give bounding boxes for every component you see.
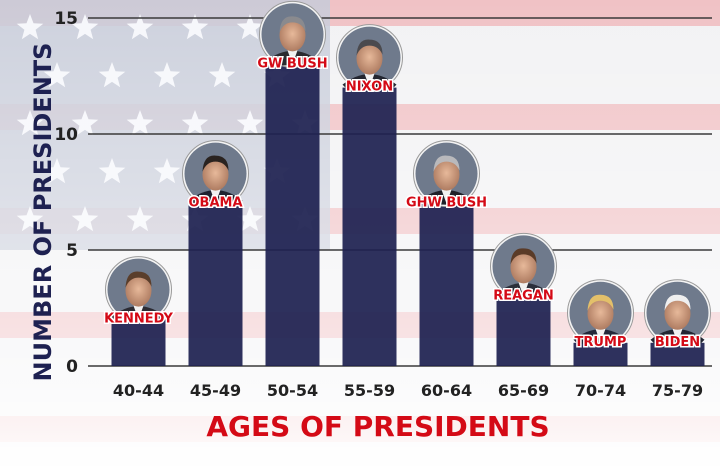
bar-50-54 (265, 64, 320, 367)
portrait-photo (105, 256, 172, 324)
x-tick-label: 45-49 (190, 381, 241, 400)
president-label: GHW BUSH (406, 196, 487, 211)
bar-65-69 (496, 296, 551, 366)
portrait-photo (567, 279, 634, 347)
bar-70-74 (573, 342, 628, 366)
x-tick-label: 70-74 (575, 381, 626, 400)
portrait-photo (259, 0, 326, 68)
portrait-photo (644, 279, 711, 347)
bar-45-49 (188, 203, 243, 366)
president-label: TRUMP (575, 335, 627, 350)
y-tick-label: 5 (66, 241, 78, 261)
x-tick-labels: 40-44 45-49 50-54 55-59 60-64 65-69 70-74 75-79 (113, 381, 703, 400)
y-tick-label: 10 (54, 125, 78, 145)
x-axis-title: AGES OF PRESIDENTS (206, 410, 549, 443)
portrait-photo (413, 140, 480, 208)
bar-40-44 (111, 319, 166, 366)
portrait-photo (182, 140, 249, 208)
bars (111, 64, 705, 367)
president-labels: KENNEDY OBAMA GW BUSH NIXON GHW BUSH REAGAN TR… (103, 55, 702, 351)
x-tick-label: 60-64 (421, 381, 472, 400)
president-label: GW BUSH (257, 56, 327, 71)
president-label: NIXON (346, 80, 393, 95)
bar-60-64 (419, 203, 474, 366)
president-label: OBAMA (188, 196, 242, 211)
bar-55-59 (342, 87, 397, 366)
portrait-photo (490, 232, 557, 300)
x-tick-label: 55-59 (344, 381, 395, 400)
bar-75-79 (650, 342, 705, 366)
portraits (105, 0, 711, 347)
x-tick-label: 65-69 (498, 381, 549, 400)
x-tick-label: 50-54 (267, 381, 318, 400)
president-label: KENNEDY (104, 312, 173, 327)
president-label: BIDEN (655, 335, 700, 350)
y-axis-title: NUMBER OF PRESIDENTS (29, 43, 57, 382)
x-tick-label: 40-44 (113, 381, 164, 400)
portrait-photo (336, 24, 403, 92)
x-tick-label: 75-79 (652, 381, 703, 400)
y-tick-label: 15 (54, 9, 78, 29)
y-tick-labels: 0 5 10 15 (54, 9, 78, 377)
president-label: REAGAN (493, 288, 554, 303)
y-tick-label: 0 (66, 357, 78, 377)
